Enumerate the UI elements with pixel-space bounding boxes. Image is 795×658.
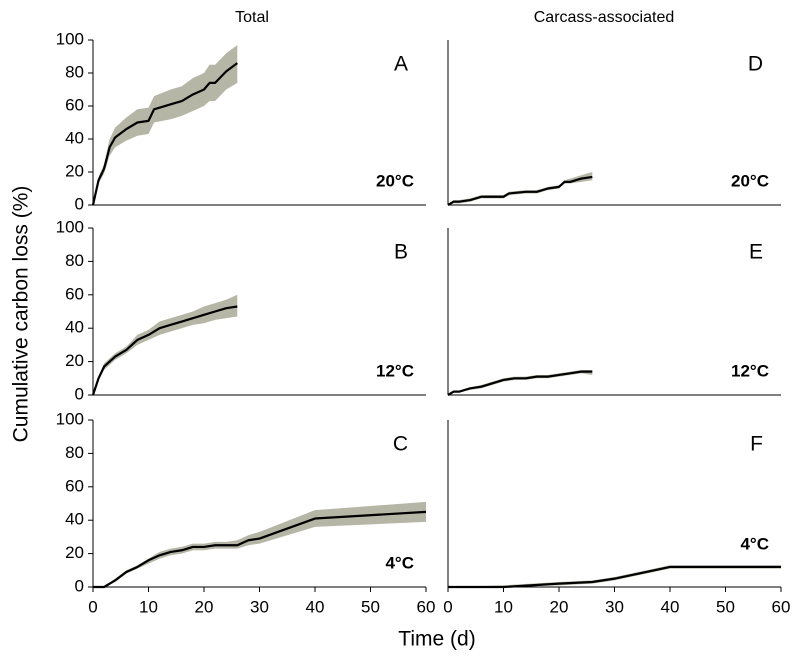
- x-tick-label: 40: [306, 597, 325, 616]
- panel-label: E: [749, 241, 763, 264]
- x-tick-label: 10: [494, 597, 513, 616]
- data-line: [93, 510, 427, 589]
- y-tick-label: 40: [65, 128, 84, 147]
- y-tick-label: 60: [65, 284, 84, 303]
- y-tick-label: 20: [65, 161, 84, 180]
- column-title: Carcass-associated: [534, 9, 675, 26]
- y-tick-label: 0: [75, 194, 84, 213]
- y-tick-label: 60: [65, 95, 84, 114]
- y-tick-label: 80: [65, 62, 84, 81]
- temperature-label: 12°C: [731, 361, 769, 380]
- panel-label: A: [394, 53, 408, 76]
- y-tick-label: 60: [65, 476, 84, 495]
- temperature-label: 4°C: [385, 553, 414, 572]
- y-tick-label: 0: [75, 576, 84, 595]
- x-axis-label: Time (d): [398, 628, 475, 651]
- x-tick-label: 20: [550, 597, 569, 616]
- confidence-band: [448, 565, 781, 587]
- y-tick-label: 100: [56, 29, 84, 48]
- data-line: [447, 370, 593, 396]
- x-tick-label: 60: [772, 597, 791, 616]
- y-tick-label: 20: [65, 543, 84, 562]
- data-line: [91, 62, 238, 206]
- y-tick-label: 20: [65, 351, 84, 370]
- x-tick-label: 0: [88, 597, 97, 616]
- y-tick-label: 80: [65, 251, 84, 270]
- x-tick-label: 30: [250, 597, 269, 616]
- temperature-label: 20°C: [731, 171, 769, 190]
- x-tick-label: 30: [605, 597, 624, 616]
- column-title: Total: [235, 9, 269, 26]
- y-tick-label: 40: [65, 510, 84, 529]
- panel-label: B: [394, 241, 408, 264]
- x-tick-label: 60: [417, 597, 436, 616]
- data-line: [447, 175, 593, 206]
- temperature-label: 4°C: [740, 534, 769, 553]
- x-tick-label: 50: [361, 597, 380, 616]
- panel-label: C: [393, 433, 408, 456]
- panel-label: F: [750, 433, 763, 456]
- confidence-band: [93, 501, 426, 587]
- temperature-label: 12°C: [376, 361, 414, 380]
- y-tick-label: 80: [65, 443, 84, 462]
- y-tick-label: 40: [65, 318, 84, 337]
- confidence-band: [93, 294, 238, 395]
- panel-label: D: [748, 53, 763, 76]
- data-line: [91, 305, 238, 396]
- x-tick-label: 40: [661, 597, 680, 616]
- x-tick-label: 20: [195, 597, 214, 616]
- temperature-label: 20°C: [376, 171, 414, 190]
- x-tick-label: 50: [716, 597, 735, 616]
- confidence-band: [93, 44, 238, 206]
- y-axis-label: Cumulative carbon loss (%): [10, 186, 33, 443]
- x-tick-label: 10: [139, 597, 158, 616]
- y-tick-label: 100: [56, 217, 84, 236]
- y-tick-label: 0: [75, 384, 84, 403]
- y-tick-label: 100: [56, 409, 84, 428]
- x-tick-label: 0: [443, 597, 452, 616]
